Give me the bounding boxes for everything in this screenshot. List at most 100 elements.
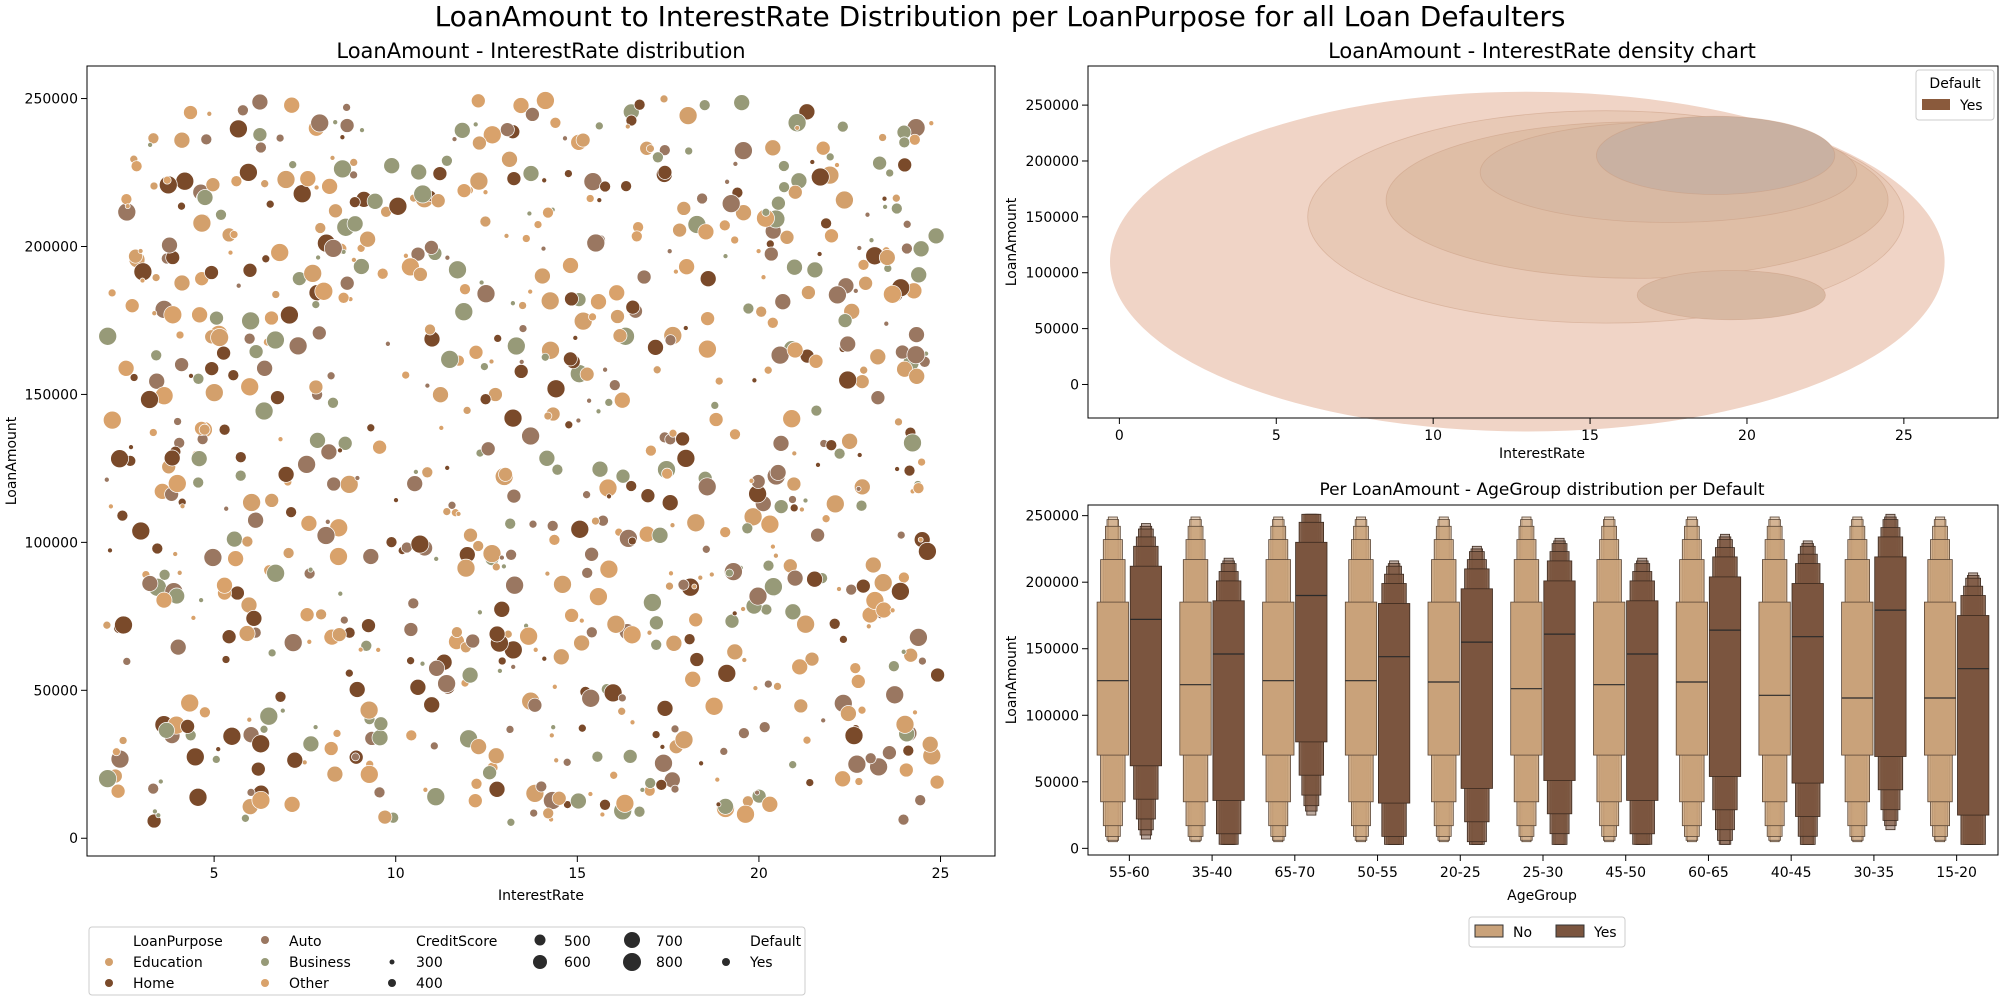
scatter-point xyxy=(599,811,606,818)
scatter-point xyxy=(573,634,590,652)
scatter-point xyxy=(849,662,862,674)
scatter-point xyxy=(898,762,914,778)
scatter-point xyxy=(883,320,890,327)
scatter-point xyxy=(513,364,529,379)
scatter-point xyxy=(736,804,755,824)
scatter-point xyxy=(102,620,112,630)
scatter-point xyxy=(699,270,717,288)
scatter-point xyxy=(914,794,927,807)
scatter-point xyxy=(602,366,608,373)
scatter-point xyxy=(215,746,222,752)
scatter-point xyxy=(888,660,900,673)
scatter-point xyxy=(864,211,871,218)
scatter-point xyxy=(809,159,816,165)
scatter-point xyxy=(731,610,738,617)
scatter-point xyxy=(279,707,286,714)
kde-xtick-label: 15 xyxy=(1581,428,1599,444)
scatter-point xyxy=(482,544,502,563)
scatter-point xyxy=(230,175,243,188)
scatter-point xyxy=(733,94,751,111)
scatter-point xyxy=(188,787,208,807)
scatter-point xyxy=(385,340,391,347)
scatter-point xyxy=(773,682,782,691)
scatter-point xyxy=(806,570,823,588)
boxen-box xyxy=(1510,601,1543,756)
boxen-axes: 55-60 35-40 65-70 50-55 20-25 25-30 45-50 60-65… xyxy=(1026,509,1977,881)
scatter-point xyxy=(246,788,256,797)
scatter-point xyxy=(362,548,380,565)
scatter-point xyxy=(413,267,428,282)
scatter-point xyxy=(348,681,366,698)
scatter-point xyxy=(424,382,431,389)
scatter-point xyxy=(856,245,863,251)
scatter-point xyxy=(110,449,129,469)
scatter-point xyxy=(612,328,628,344)
scatter-point xyxy=(241,535,254,548)
scatter-point xyxy=(264,493,280,508)
scatter-point xyxy=(148,372,166,390)
scatter-point xyxy=(472,540,485,552)
scatter-point xyxy=(149,181,159,191)
scatter-point xyxy=(283,96,301,114)
scatter-point xyxy=(872,155,887,171)
scatter-point xyxy=(222,726,242,746)
scatter-point xyxy=(740,606,746,612)
scatter-point xyxy=(521,426,540,446)
scatter-point xyxy=(640,488,656,504)
scatter-point xyxy=(701,544,711,554)
scatter-point xyxy=(242,493,261,512)
scatter-point xyxy=(553,757,560,764)
scatter-point xyxy=(870,390,886,406)
boxen-xtick-label: 60-65 xyxy=(1688,865,1729,881)
scatter-point xyxy=(332,729,342,738)
scatter-point xyxy=(646,629,653,636)
scatter-point xyxy=(704,696,724,716)
scatter-ytick-label: 150000 xyxy=(25,387,78,403)
scatter-point xyxy=(903,433,922,453)
scatter-point xyxy=(487,747,505,765)
scatter-point xyxy=(308,379,324,395)
scatter-point xyxy=(738,727,750,739)
legend-size-500-marker xyxy=(534,934,546,946)
scatter-point xyxy=(815,140,831,156)
scatter-point xyxy=(661,467,673,480)
scatter-point xyxy=(741,522,754,535)
scatter-point xyxy=(903,464,916,477)
scatter-point xyxy=(505,548,517,561)
scatter-axes: 5 10 15 20 25 0 50000 100000 150000 200000 250000 xyxy=(25,92,950,882)
scatter-point xyxy=(282,547,295,559)
scatter-point xyxy=(373,786,386,799)
scatter-point xyxy=(522,165,540,182)
kde-ytick-label: 0 xyxy=(1070,377,1079,393)
boxen-box xyxy=(1543,580,1576,781)
scatter-point xyxy=(315,608,327,621)
scatter-point xyxy=(787,113,807,133)
scatter-point xyxy=(683,633,696,646)
scatter-point xyxy=(825,439,838,452)
scatter-point xyxy=(501,150,518,168)
legend-style-yes-marker xyxy=(722,958,730,966)
scatter-point xyxy=(582,490,591,500)
scatter-point xyxy=(536,91,555,110)
scatter-point xyxy=(270,390,285,405)
scatter-point xyxy=(891,582,910,601)
scatter-point xyxy=(625,480,638,492)
scatter-point xyxy=(215,208,227,221)
scatter-point xyxy=(725,568,734,578)
scatter-point xyxy=(311,300,321,309)
scatter-point xyxy=(388,196,408,216)
scatter-point xyxy=(550,724,557,731)
scatter-point xyxy=(885,168,895,178)
scatter-point xyxy=(546,379,566,399)
scatter-point xyxy=(147,782,160,795)
kde-panel: LoanAmount - InterestRate density chart … xyxy=(1004,39,1999,462)
scatter-point xyxy=(834,770,851,788)
scatter-point xyxy=(773,552,779,559)
scatter-point xyxy=(306,638,313,645)
scatter-point xyxy=(266,563,285,583)
boxen-ytick-label: 0 xyxy=(1070,841,1079,857)
scatter-point xyxy=(763,246,779,262)
scatter-point xyxy=(542,807,555,820)
boxen-box xyxy=(1344,601,1378,756)
scatter-ytick-label: 0 xyxy=(69,831,78,847)
